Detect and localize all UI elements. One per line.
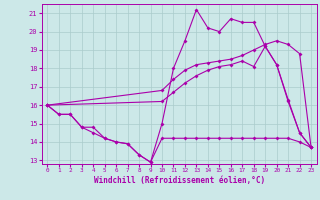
X-axis label: Windchill (Refroidissement éolien,°C): Windchill (Refroidissement éolien,°C) (94, 176, 265, 185)
